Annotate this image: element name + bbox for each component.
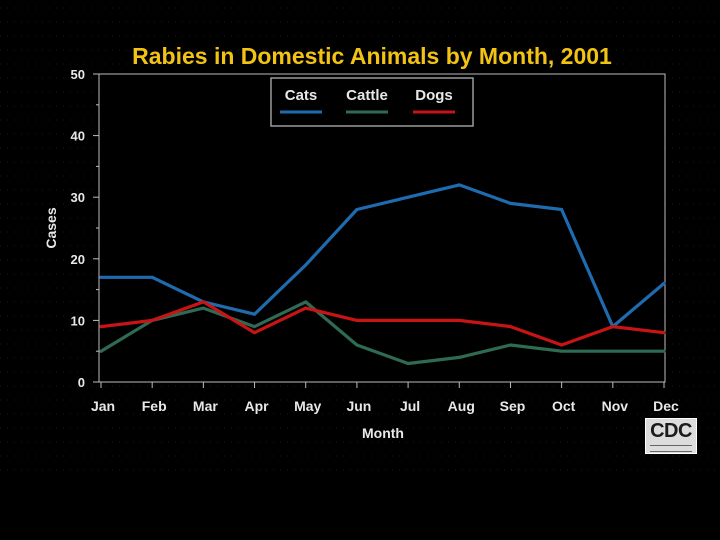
legend-label-dogs: Dogs [415,87,453,104]
x-tick-label: Oct [552,398,576,414]
data-point-cats [355,208,359,212]
y-tick-label: 30 [71,190,85,205]
x-tick-label: Jul [400,398,420,414]
data-point-dogs [406,318,410,322]
data-point-cats [508,201,512,205]
data-point-cattle [560,349,564,353]
cdc-logo-icon: CDC [645,418,697,454]
data-point-dogs [508,325,512,329]
data-point-dogs [201,300,205,304]
data-point-dogs [457,318,461,322]
y-tick-label: 0 [78,375,85,390]
y-tick-label: 40 [71,129,85,144]
data-point-dogs [304,306,308,310]
y-tick-label: 20 [71,252,85,267]
data-point-dogs [253,331,257,335]
data-point-dogs [99,325,103,329]
data-point-dogs [662,331,666,335]
data-point-cattle [201,306,205,310]
series-line-cattle [99,300,666,366]
data-point-cattle [611,349,615,353]
x-tick-label: Jan [91,398,115,414]
data-point-cattle [253,325,257,329]
data-point-cats [662,281,666,285]
y-axis-label: Cases [43,207,59,248]
legend-label-cats: Cats [285,87,318,104]
x-tick-label: Jun [346,398,371,414]
x-axis: Jan Feb Mar Apr May Jun Jul Aug Sep Oct Nov Dec [91,382,679,414]
data-point-cattle [457,355,461,359]
legend: Cats Cattle Dogs [270,77,474,127]
data-point-cats [253,312,257,316]
legend-box [270,77,474,127]
cdc-logo-text: CDC [650,420,692,442]
x-tick-label: Feb [142,398,167,414]
series-line-cats [99,183,666,329]
x-tick-label: May [294,398,321,414]
x-tick-label: Nov [602,398,629,414]
data-point-dogs [150,318,154,322]
cdc-logo-subtext-lines [650,445,692,452]
series-line-dogs [99,300,666,347]
x-tick-label: Dec [653,398,679,414]
x-tick-label: Apr [244,398,269,414]
y-tick-label: 10 [71,313,85,328]
data-point-cats [304,263,308,267]
data-point-dogs [355,318,359,322]
data-point-cats [150,275,154,279]
legend-label-cattle: Cattle [346,87,388,104]
data-point-cattle [508,343,512,347]
x-axis-label: Month [362,425,404,441]
data-point-cattle [304,300,308,304]
data-point-cats [406,195,410,199]
data-point-cattle [662,349,666,353]
data-point-dogs [611,325,615,329]
chart-title: Rabies in Domestic Animals by Month, 200… [132,43,612,69]
x-tick-label: Mar [193,398,218,414]
series-lines [99,183,666,366]
data-point-cattle [99,349,103,353]
y-tick-label: 50 [71,67,85,82]
data-point-cattle [355,343,359,347]
y-axis: 0 10 20 30 40 50 [71,67,99,390]
data-point-dogs [560,343,564,347]
data-point-cats [457,183,461,187]
data-point-cattle [406,362,410,366]
data-point-cats [99,275,103,279]
data-point-cats [560,208,564,212]
x-tick-label: Aug [448,398,475,414]
x-tick-label: Sep [500,398,526,414]
